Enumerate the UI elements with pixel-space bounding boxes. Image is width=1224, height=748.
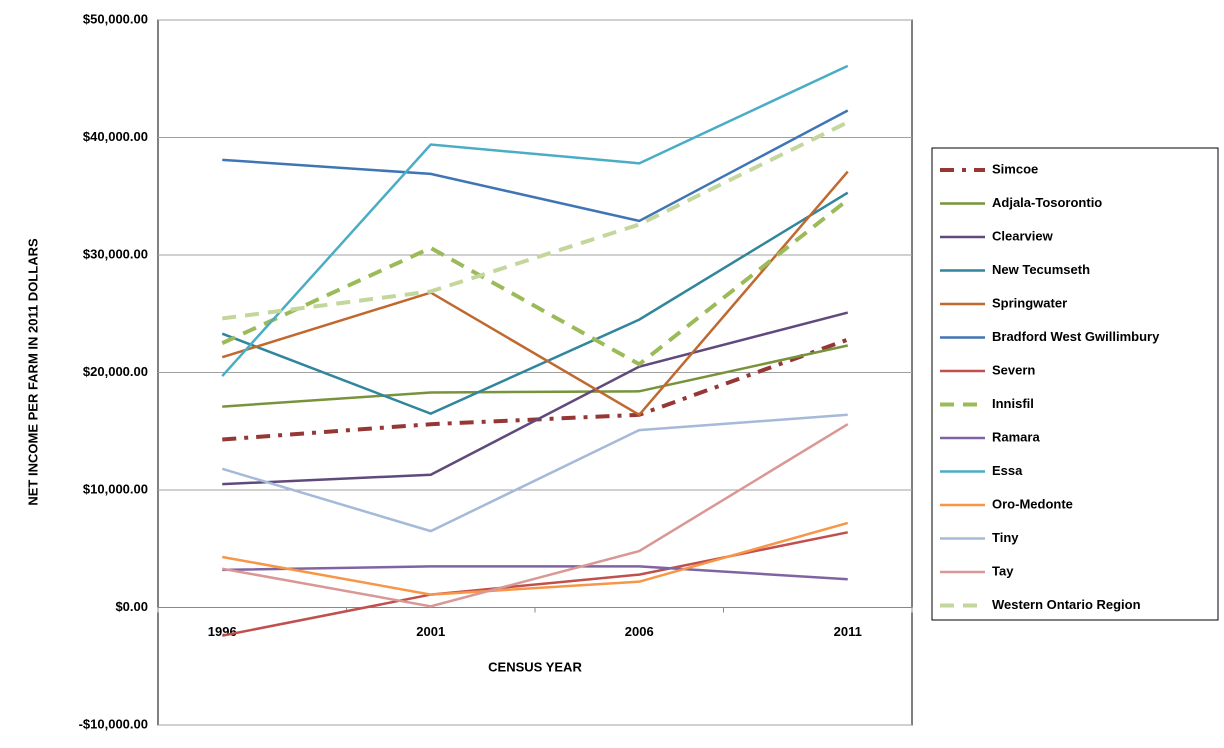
series-line bbox=[222, 565, 848, 581]
series-line bbox=[222, 344, 849, 408]
x-tick-label: 1996 bbox=[208, 624, 237, 639]
series-line bbox=[222, 423, 849, 608]
legend-label: Simcoe bbox=[992, 161, 1038, 176]
series-line bbox=[222, 521, 849, 596]
y-tick-label: $30,000.00 bbox=[83, 246, 148, 261]
legend-label: Severn bbox=[992, 362, 1035, 377]
series-line bbox=[221, 120, 849, 321]
y-tick-label: $50,000.00 bbox=[83, 11, 148, 26]
legend-label: Bradford West Gwillimbury bbox=[992, 329, 1160, 344]
series-line bbox=[221, 170, 849, 417]
legend bbox=[931, 147, 1219, 621]
y-tick-label: $0.00 bbox=[115, 599, 148, 614]
legend-label: Innisfil bbox=[992, 396, 1034, 411]
y-tick-label: $10,000.00 bbox=[83, 481, 148, 496]
legend-label: Western Ontario Region bbox=[992, 597, 1141, 612]
legend-label: Essa bbox=[992, 463, 1023, 478]
x-tick-label: 2006 bbox=[625, 624, 654, 639]
y-tick-label: -$10,000.00 bbox=[79, 716, 148, 731]
series-line bbox=[222, 109, 849, 223]
series-line bbox=[221, 198, 849, 367]
legend-label: Clearview bbox=[992, 228, 1054, 243]
legend-label: New Tecumseth bbox=[992, 262, 1090, 277]
series-line bbox=[221, 64, 849, 377]
y-axis-label: NET INCOME PER FARM IN 2011 DOLLARS bbox=[25, 238, 40, 506]
x-tick-label: 2011 bbox=[834, 624, 862, 639]
series-line bbox=[221, 191, 849, 415]
series-line bbox=[221, 413, 848, 533]
series-line bbox=[222, 531, 848, 637]
x-axis-label: CENSUS YEAR bbox=[488, 659, 582, 674]
series-line bbox=[222, 311, 849, 486]
x-tick-label: 2001 bbox=[416, 624, 445, 639]
y-tick-label: $40,000.00 bbox=[83, 129, 148, 144]
legend-label: Oro-Medonte bbox=[992, 496, 1073, 511]
y-tick-label: $20,000.00 bbox=[83, 364, 148, 379]
legend-label: Tiny bbox=[992, 530, 1019, 545]
legend-label: Springwater bbox=[992, 295, 1067, 310]
legend-label: Tay bbox=[992, 563, 1014, 578]
legend-label: Adjala-Tosorontio bbox=[992, 195, 1102, 210]
legend-label: Ramara bbox=[992, 429, 1040, 444]
